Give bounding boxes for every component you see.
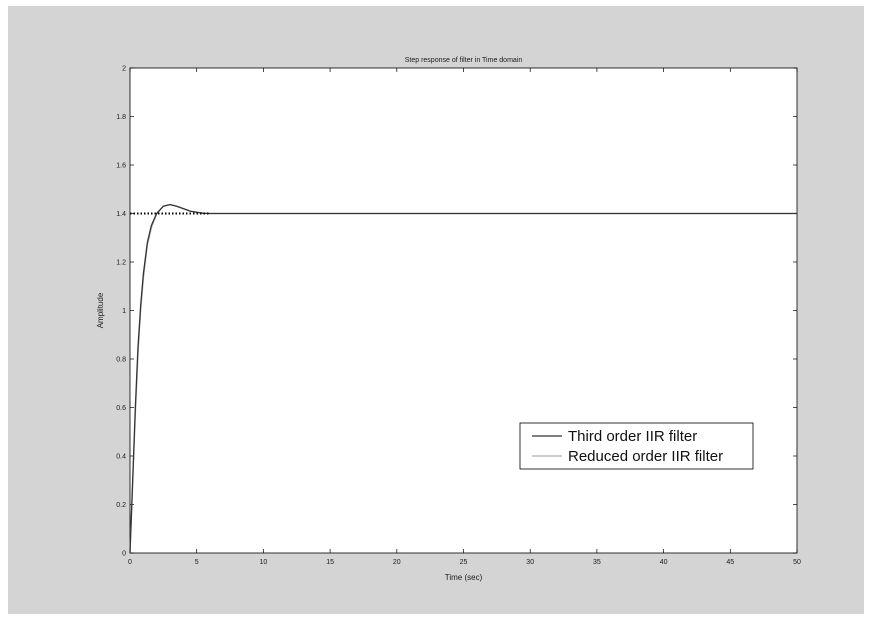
y-tick-label: 1 xyxy=(122,308,126,315)
x-tick-label: 15 xyxy=(326,559,334,566)
y-tick-label: 0.2 xyxy=(116,502,126,509)
series-line-third-order xyxy=(129,203,797,554)
x-tick-label: 25 xyxy=(460,559,468,566)
x-tick-label: 5 xyxy=(195,559,199,566)
y-axis-label: Amplitude xyxy=(96,292,105,328)
x-tick-label: 50 xyxy=(793,559,801,566)
legend-label-third-order: Third order IIR filter xyxy=(568,428,697,445)
y-tick-label: 2 xyxy=(122,66,126,73)
y-tick-label: 1.8 xyxy=(116,114,126,121)
y-tick-label: 1.6 xyxy=(116,163,126,170)
x-tick-label: 45 xyxy=(726,559,734,566)
x-axis-label: Time (sec) xyxy=(445,573,483,582)
y-tick-label: 0.6 xyxy=(116,405,126,412)
x-tick-label: 0 xyxy=(128,559,132,566)
plot-area xyxy=(129,67,798,554)
x-tick-label: 40 xyxy=(660,559,668,566)
x-tick-label: 35 xyxy=(593,559,601,566)
y-tick-label: 0 xyxy=(122,551,126,558)
y-tick-label: 0.8 xyxy=(116,357,126,364)
x-tick-label: 20 xyxy=(393,559,401,566)
data-series xyxy=(129,203,797,554)
legend-box xyxy=(519,422,754,470)
chart-title: Step response of filter in Time domain xyxy=(405,57,523,64)
y-tick-label: 1.2 xyxy=(116,260,126,267)
x-tick-label: 30 xyxy=(526,559,534,566)
axis-ticks: 0 5 10 15 20 25 30 35 40 45 50 0 0.2 0.4 0.6 0.8 1 1.2 1.4… xyxy=(116,66,801,567)
y-tick-label: 1.4 xyxy=(116,211,126,218)
legend-label-reduced-order: Reduced order IIR filter xyxy=(568,448,723,465)
legend: Third order IIR filter Reduced order IIR… xyxy=(519,422,754,470)
x-tick-label: 10 xyxy=(260,559,268,566)
y-tick-label: 0.4 xyxy=(116,454,126,461)
